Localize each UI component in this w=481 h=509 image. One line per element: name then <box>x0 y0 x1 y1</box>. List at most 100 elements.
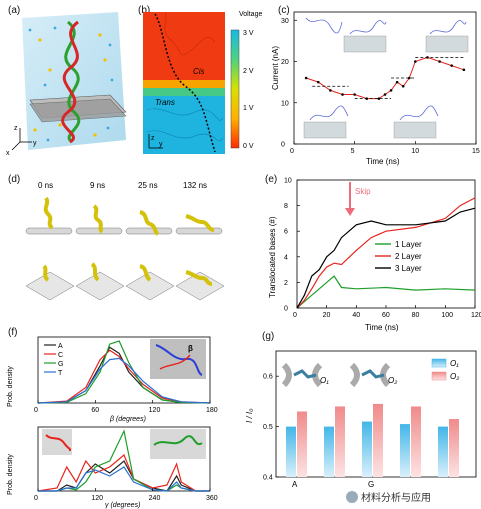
e-series-3-layer <box>296 207 476 309</box>
g-xtick-label-2: G <box>368 480 374 489</box>
panel-a: (a) z y x <box>0 0 135 160</box>
colorbar-title: Voltage <box>239 11 262 18</box>
c-point-0 <box>304 76 308 80</box>
f-top-xtick-label-1: 60 <box>91 407 99 414</box>
f-top-series-T <box>37 357 211 404</box>
g-bar-0-2 <box>362 421 372 477</box>
colorbar-tick-0: 3 V <box>243 30 254 37</box>
c-xtick-label-2: 10 <box>411 148 419 155</box>
g-bar-1-4 <box>449 419 459 477</box>
c-point-7 <box>383 93 387 96</box>
time-25ns: 25 ns <box>138 181 158 190</box>
f-top-xtick-label-2: 120 <box>149 407 161 414</box>
c-point-11 <box>407 76 411 80</box>
e-xtick-label-1: 20 <box>323 312 331 319</box>
voltage-map: Cis Trans z y Voltage 3 V 2 V 1 V 0 V <box>143 11 262 154</box>
axis-y-label: y <box>33 140 37 147</box>
f-bottom-xtick-label-2: 240 <box>149 495 161 502</box>
c-ytick-label-2: 20 <box>281 59 289 66</box>
f-bottom-inset-1 <box>42 429 72 455</box>
c-ytick-label-3: 30 <box>281 18 289 25</box>
colorbar-tick-2: 1 V <box>243 105 254 112</box>
c-ytick-label-0: 0 <box>281 142 285 149</box>
panel-a-label: (a) <box>8 5 21 16</box>
panel-g-label: (g) <box>262 331 275 342</box>
g-bar-1-0 <box>297 411 307 477</box>
legend-1-layer: 1 Layer <box>395 240 422 249</box>
e-xtick-label-3: 60 <box>382 312 390 319</box>
panel-f: (f) 0 60 120 180 0 120 240 360 A C G T β Prob. … <box>0 325 225 509</box>
cis-label: Cis <box>193 67 205 76</box>
g-bar-0-0 <box>286 426 296 477</box>
g-bar-1-2 <box>373 403 383 477</box>
f-bottom-ylabel: Prob. density <box>7 454 14 495</box>
c-plot-frame <box>293 11 477 145</box>
c-point-15 <box>450 64 454 67</box>
legend-T: T <box>58 370 63 377</box>
translocation-chart: 0 20 40 60 80 100 120 0 2 4 6 8 10 Skip 1 Layer 2 La… <box>268 178 481 333</box>
e-ytick-label-0: 0 <box>284 306 288 313</box>
legend-2-layer: 2 Layer <box>395 252 422 261</box>
f-bottom-series-A <box>38 460 210 492</box>
current-chart: 0 5 10 15 0 10 20 30 Current (nA) Time (ns) <box>271 11 480 166</box>
f-top-xtick-label-0: 0 <box>34 407 38 414</box>
f-bottom-frame <box>37 426 211 492</box>
f-bottom-series-C <box>37 454 210 492</box>
colorbar-tick-1: 2 V <box>243 68 254 75</box>
panel-c: (c) 0 5 10 15 0 10 20 30 Current (nA) Time (ns) <box>270 0 481 168</box>
axis-x-label: x <box>6 150 10 157</box>
f-top-series-G <box>37 340 211 404</box>
colorbar <box>230 29 240 149</box>
panel-c-label: (c) <box>278 5 290 16</box>
conductance-bars: A G 0.4 0.5 0.6 O₁ O₂ O₁ O₂ I / I₀ <box>245 350 477 489</box>
e-series-1-layer <box>296 275 476 309</box>
e-ytick-label-3: 6 <box>284 229 288 236</box>
c-point-12 <box>414 60 417 63</box>
e-ytick-label-1: 2 <box>284 280 288 287</box>
panel-b: (b) Cis Trans z y Voltage 3 V 2 V 1 V 0 … <box>135 0 275 160</box>
g-legend: O₁ O₂ <box>431 358 459 381</box>
c-xtick-label-0: 0 <box>290 148 294 155</box>
g-bar-1-1 <box>335 406 345 477</box>
time-0ns: 0 ns <box>38 181 53 190</box>
legend-o1: O₁ <box>450 359 459 368</box>
c-point-16 <box>462 68 466 72</box>
panel-d: (d) 0 ns 9 ns 25 ns 132 ns <box>0 168 245 318</box>
e-series-2-layer <box>296 197 476 309</box>
c-point-6 <box>377 97 381 100</box>
g-ylabel: I / I₀ <box>245 408 254 423</box>
f-bottom-xtick-label-3: 360 <box>206 495 218 502</box>
c-point-2 <box>329 89 332 92</box>
panel-e: (e) 0 20 40 60 80 100 120 0 2 4 6 8 10 Skip 1 Layer … <box>245 168 481 336</box>
legend-G: G <box>58 361 63 368</box>
legend-3-layer: 3 Layer <box>395 264 422 273</box>
inset-beta-symbol: β <box>188 344 193 353</box>
time-132ns: 132 ns <box>183 181 207 190</box>
g-bar-1-3 <box>411 406 421 477</box>
inset-o2-label: O₂ <box>388 376 397 385</box>
c-xtick-label-3: 15 <box>472 148 480 155</box>
angle-distributions: 0 60 120 180 0 120 240 360 A C G T β Prob. dens… <box>7 336 218 509</box>
legend-o2: O₂ <box>450 372 459 381</box>
g-ytick-label-2: 0.6 <box>263 374 273 381</box>
legend-C: C <box>58 352 63 359</box>
c-ylabel: Current (nA) <box>271 46 280 90</box>
legend-A: A <box>58 343 63 350</box>
f-bottom-xtick-label-1: 120 <box>91 495 103 502</box>
g-bar-0-3 <box>400 424 410 477</box>
c-xtick-label-1: 5 <box>351 148 355 155</box>
c-point-8 <box>389 89 393 92</box>
c-current-line <box>305 56 465 100</box>
panel-a-illustration: z y x <box>6 12 127 157</box>
watermark-icon <box>346 490 358 503</box>
b-axis-y-label: y <box>159 141 163 148</box>
skip-label: Skip <box>355 187 371 196</box>
f-bottom-xlabel: γ (degrees) <box>105 502 140 509</box>
c-point-10 <box>401 84 405 88</box>
c-point-14 <box>438 60 441 63</box>
panel-d-label: (d) <box>8 174 21 185</box>
c-point-4 <box>353 93 356 96</box>
f-top-series-C <box>37 349 211 404</box>
e-xtick-label-5: 100 <box>441 312 453 319</box>
panel-e-label: (e) <box>265 174 278 185</box>
